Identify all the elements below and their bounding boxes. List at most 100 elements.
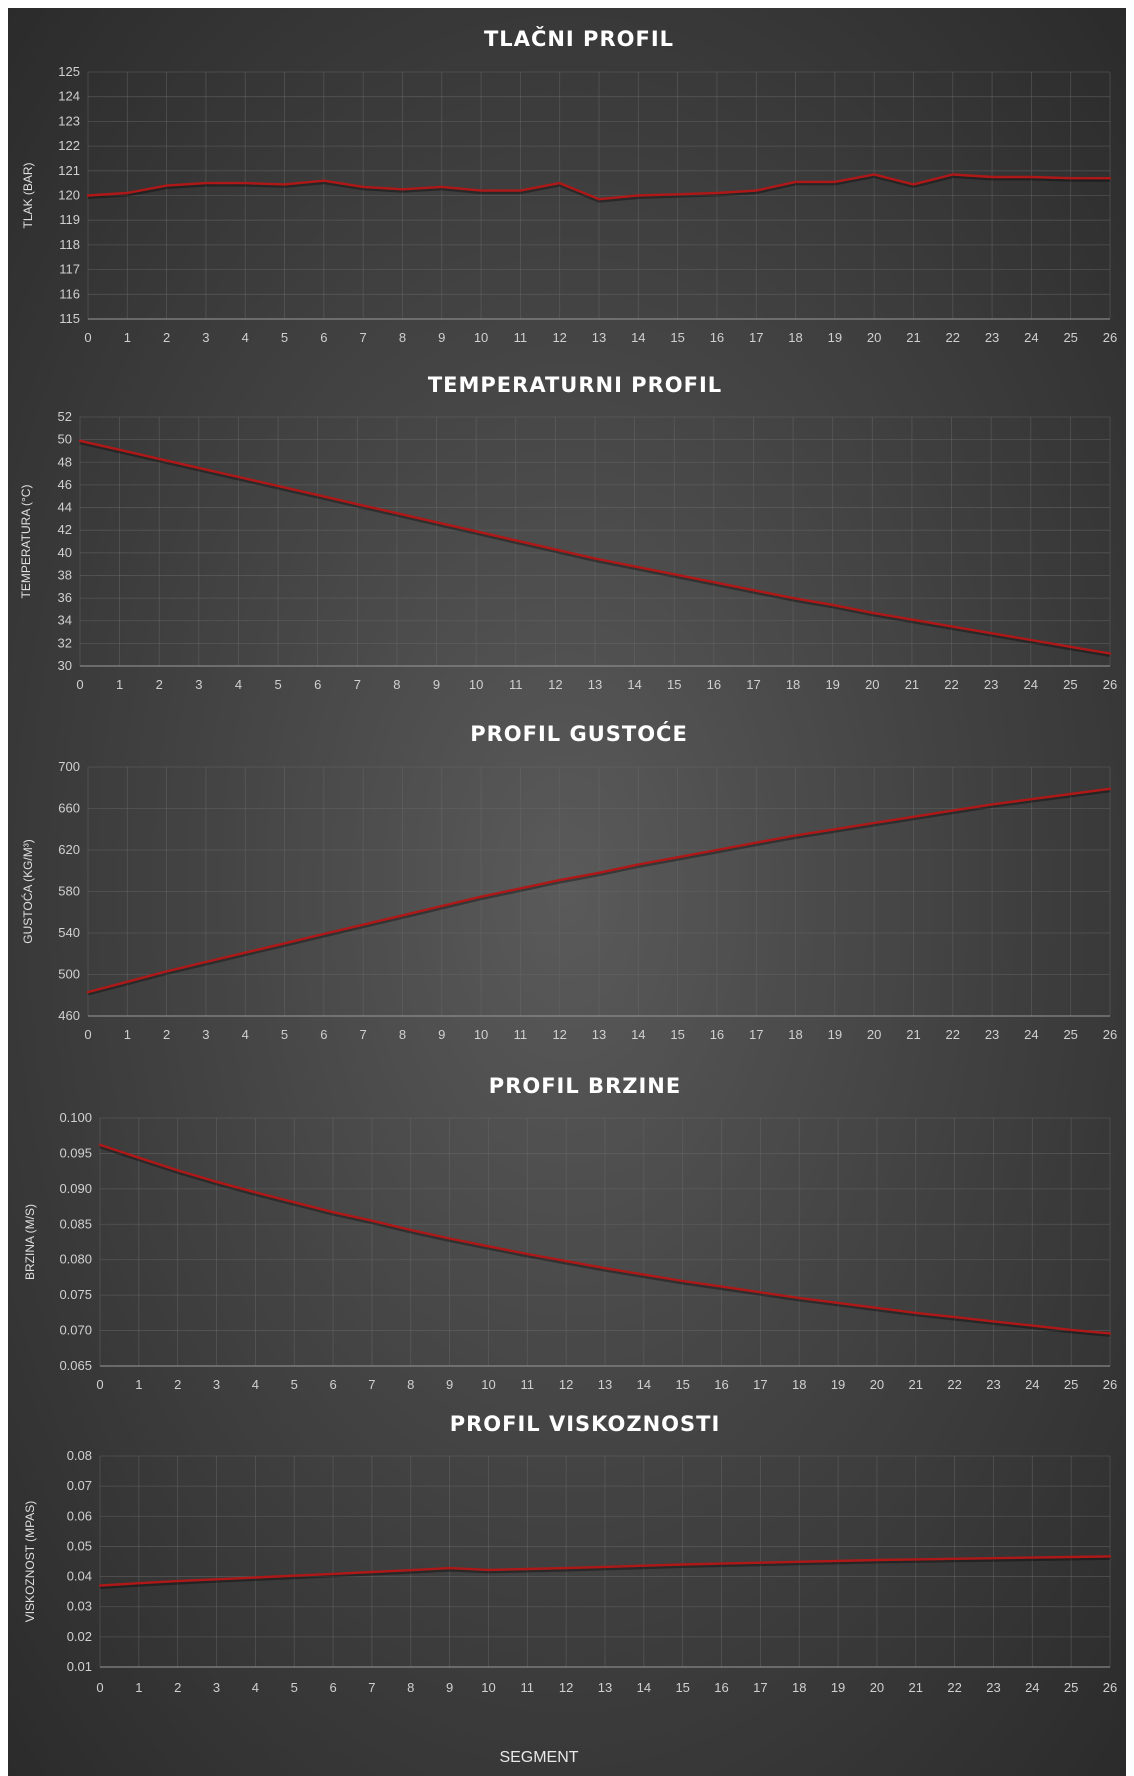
y-tick-label: 50: [58, 432, 72, 447]
y-axis-label: TLAK (BAR): [21, 162, 35, 228]
x-tick-label: 6: [314, 677, 321, 692]
chart-title: PROFIL VISKOZNOSTI: [450, 1412, 721, 1436]
y-axis-label: GUSTOĆA (KG/M³): [20, 839, 35, 943]
y-tick-label: 580: [58, 884, 80, 899]
x-tick-label: 20: [867, 330, 881, 345]
y-tick-label: 30: [58, 658, 72, 673]
x-tick-label: 13: [592, 1027, 606, 1042]
x-tick-label: 21: [909, 1680, 923, 1695]
y-tick-label: 115: [59, 311, 80, 326]
x-tick-label: 1: [124, 330, 131, 345]
y-tick-label: 0.080: [59, 1252, 92, 1267]
x-tick-label: 10: [469, 677, 483, 692]
y-tick-label: 0.07: [67, 1478, 92, 1493]
x-tick-label: 7: [368, 1377, 375, 1392]
y-tick-label: 460: [58, 1008, 80, 1023]
x-tick-label: 17: [746, 677, 760, 692]
x-tick-label: 26: [1103, 1377, 1117, 1392]
series-line: [86, 173, 1112, 201]
x-tick-label: 15: [675, 1377, 689, 1392]
x-tick-label: 23: [984, 677, 998, 692]
x-tick-label: 23: [986, 1680, 1000, 1695]
x-tick-label: 25: [1063, 1027, 1077, 1042]
y-tick-label: 116: [59, 286, 80, 301]
y-tick-label: 52: [58, 409, 72, 424]
y-tick-label: 0.08: [67, 1448, 92, 1463]
x-tick-label: 5: [281, 1027, 288, 1042]
x-tick-label: 2: [174, 1680, 181, 1695]
x-tick-label: 25: [1063, 677, 1077, 692]
x-tick-label: 6: [320, 330, 327, 345]
x-tick-label: 26: [1103, 1680, 1117, 1695]
y-tick-label: 620: [58, 842, 80, 857]
y-tick-label: 44: [58, 500, 72, 515]
y-tick-label: 540: [58, 925, 80, 940]
x-tick-label: 3: [195, 677, 202, 692]
x-tick-label: 0: [84, 330, 91, 345]
x-tick-label: 12: [548, 677, 562, 692]
y-tick-label: 0.03: [67, 1599, 92, 1614]
y-tick-label: 32: [58, 635, 72, 650]
x-tick-label: 10: [474, 330, 488, 345]
x-tick-label: 4: [242, 1027, 249, 1042]
x-tick-label: 9: [433, 677, 440, 692]
x-tick-label: 3: [213, 1680, 220, 1695]
x-tick-label: 14: [631, 330, 645, 345]
x-tick-label: 22: [944, 677, 958, 692]
x-tick-label: 3: [213, 1377, 220, 1392]
x-tick-label: 20: [867, 1027, 881, 1042]
x-tick-label: 11: [521, 1680, 535, 1695]
series-line-shadow: [79, 440, 1111, 657]
series-line-shadow: [99, 1144, 1111, 1337]
x-tick-label: 0: [84, 1027, 91, 1042]
x-tick-label: 26: [1103, 330, 1117, 345]
x-tick-label: 6: [320, 1027, 327, 1042]
x-tick-label: 9: [446, 1377, 453, 1392]
x-tick-label: 22: [946, 1027, 960, 1042]
x-tick-label: 23: [986, 1377, 1000, 1392]
x-tick-label: 14: [637, 1377, 651, 1392]
chart-title: TEMPERATURNI PROFIL: [428, 373, 722, 397]
x-tick-label: 13: [598, 1680, 612, 1695]
x-tick-label: 2: [174, 1377, 181, 1392]
x-tick-label: 7: [360, 1027, 367, 1042]
y-axis-label: BRZINA (M/S): [23, 1204, 37, 1280]
y-tick-label: 0.085: [59, 1216, 92, 1231]
y-tick-label: 48: [58, 454, 72, 469]
x-tick-label: 21: [909, 1377, 923, 1392]
y-tick-label: 0.065: [59, 1358, 92, 1373]
y-tick-label: 0.04: [67, 1569, 92, 1584]
x-tick-label: 15: [670, 1027, 684, 1042]
x-tick-label: 5: [291, 1680, 298, 1695]
y-tick-label: 38: [58, 567, 72, 582]
y-tick-label: 700: [58, 759, 80, 774]
x-tick-label: 1: [116, 677, 123, 692]
x-tick-label: 9: [438, 330, 445, 345]
x-tick-label: 7: [368, 1680, 375, 1695]
x-tick-label: 15: [670, 330, 684, 345]
x-tick-label: 3: [202, 1027, 209, 1042]
x-tick-label: 7: [354, 677, 361, 692]
x-tick-label: 4: [242, 330, 249, 345]
y-tick-label: 120: [58, 188, 80, 203]
x-tick-label: 14: [631, 1027, 645, 1042]
y-tick-label: 0.070: [59, 1323, 92, 1338]
y-tick-label: 122: [58, 138, 80, 153]
x-tick-label: 24: [1024, 1027, 1038, 1042]
y-tick-label: 36: [58, 590, 72, 605]
y-tick-label: 0.090: [59, 1181, 92, 1196]
x-tick-label: 6: [329, 1377, 336, 1392]
series-line: [78, 439, 1112, 655]
x-tick-label: 22: [946, 330, 960, 345]
x-tick-label: 25: [1064, 1680, 1078, 1695]
x-tick-label: 26: [1103, 1027, 1117, 1042]
x-tick-label: 0: [96, 1680, 103, 1695]
x-tick-label: 10: [474, 1027, 488, 1042]
y-tick-label: 124: [58, 89, 80, 104]
x-tick-label: 16: [710, 1027, 724, 1042]
x-tick-label: 8: [399, 330, 406, 345]
